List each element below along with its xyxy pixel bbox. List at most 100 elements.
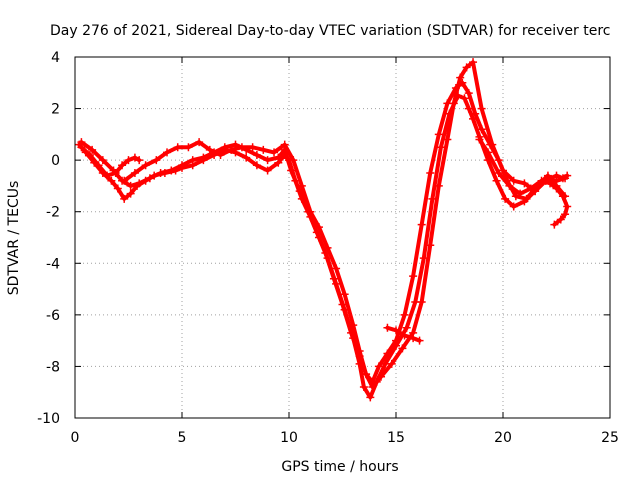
data-point <box>126 189 135 198</box>
x-tick-label: 5 <box>178 430 187 446</box>
x-tick-label: 25 <box>601 430 619 446</box>
data-point <box>552 184 561 193</box>
data-point <box>477 125 486 134</box>
data-point <box>340 290 349 299</box>
data-point <box>383 349 392 358</box>
data-point <box>531 187 540 196</box>
data-point <box>475 135 484 144</box>
data-point <box>436 143 445 152</box>
data-point <box>398 344 407 353</box>
data-point <box>552 176 561 185</box>
data-point <box>135 179 144 188</box>
data-point <box>280 140 289 149</box>
y-tick-label: 4 <box>51 50 60 66</box>
data-point <box>323 243 332 252</box>
data-point <box>152 156 161 165</box>
data-point <box>374 362 383 371</box>
data-point <box>449 99 458 108</box>
data-point <box>359 383 368 392</box>
y-tick-label: -2 <box>46 205 60 221</box>
data-point <box>561 210 570 219</box>
data-point <box>563 202 572 211</box>
data-point <box>289 156 298 165</box>
y-tick-label: -10 <box>37 411 60 427</box>
data-point <box>509 176 518 185</box>
data-point <box>188 156 197 165</box>
data-point <box>274 153 283 162</box>
data-point <box>263 156 272 165</box>
data-point <box>526 184 535 193</box>
data-point <box>488 140 497 149</box>
data-point <box>124 156 133 165</box>
data-point <box>362 370 371 379</box>
data-point <box>107 176 116 185</box>
chart-title: Day 276 of 2021, Sidereal Day-to-day VTE… <box>50 23 610 39</box>
data-point <box>259 145 268 154</box>
data-point <box>135 156 144 165</box>
x-tick-label: 15 <box>387 430 405 446</box>
data-point <box>248 143 257 152</box>
y-tick-label: 2 <box>51 102 60 118</box>
data-point <box>511 192 520 201</box>
data-point <box>409 334 418 343</box>
y-tick-label: -8 <box>46 359 60 375</box>
data-point <box>426 241 435 250</box>
series-trace-6 <box>383 323 424 345</box>
data-point <box>417 297 426 306</box>
y-tick-label: -6 <box>46 308 60 324</box>
data-point <box>287 166 296 175</box>
data-point <box>338 300 347 309</box>
data-point <box>156 169 165 178</box>
data-point <box>141 161 150 170</box>
y-axis-ticks: -10 -8 -6 -4 -2 0 2 4 <box>37 50 610 427</box>
x-tick-label: 10 <box>280 430 298 446</box>
data-point <box>434 130 443 139</box>
data-point <box>126 181 135 190</box>
data-point <box>118 161 127 170</box>
data-point <box>392 336 400 345</box>
data-point <box>242 153 251 162</box>
data-point <box>426 169 435 178</box>
data-point <box>561 174 570 183</box>
data-point <box>550 220 559 229</box>
data-point <box>297 181 306 190</box>
data-point <box>94 161 103 170</box>
data-point <box>460 94 469 103</box>
data-point <box>85 150 94 159</box>
data-point <box>537 176 546 185</box>
x-axis-ticks: 0 5 10 15 20 25 <box>71 57 619 446</box>
data-point <box>520 179 529 188</box>
series-line <box>122 60 568 390</box>
data-point <box>227 145 236 154</box>
data-point <box>111 169 120 178</box>
data-point <box>469 58 478 67</box>
x-tick-label: 0 <box>71 430 80 446</box>
data-point <box>400 310 409 319</box>
y-tick-label: 0 <box>51 153 60 169</box>
y-tick-label: -4 <box>46 256 60 272</box>
data-point <box>556 215 565 224</box>
data-point <box>77 143 86 152</box>
data-point <box>88 145 97 154</box>
series-group <box>75 58 572 402</box>
data-point <box>252 161 261 170</box>
data-point <box>509 202 518 211</box>
data-point <box>252 150 261 159</box>
data-point <box>471 109 480 118</box>
data-point <box>546 179 555 188</box>
data-point <box>434 181 443 190</box>
data-point <box>195 138 204 147</box>
data-point <box>263 166 272 175</box>
data-point <box>332 264 341 273</box>
data-point <box>417 220 426 229</box>
data-point <box>462 63 471 72</box>
data-point <box>402 323 411 332</box>
data-point <box>216 150 225 159</box>
data-point <box>409 272 418 281</box>
data-point <box>130 153 139 162</box>
data-point <box>400 331 409 340</box>
data-point <box>505 181 514 190</box>
data-point <box>387 359 396 368</box>
data-point <box>173 143 182 152</box>
